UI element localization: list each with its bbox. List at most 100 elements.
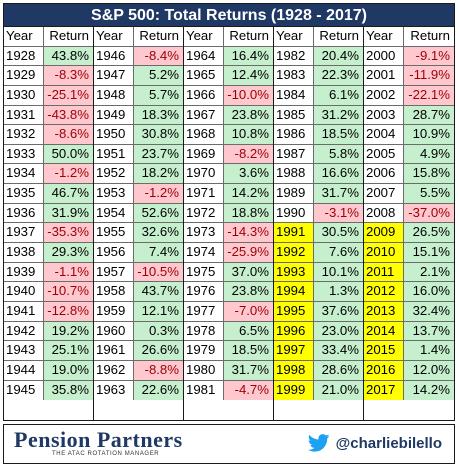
year-cell: 1989 xyxy=(274,184,314,203)
return-cell: 16.4% xyxy=(224,46,273,66)
table-row: 2010 15.1% xyxy=(364,243,454,263)
year-cell: 2017 xyxy=(364,380,404,401)
year-cell: 1952 xyxy=(94,164,134,184)
year-cell: 2008 xyxy=(364,203,404,223)
return-cell: -35.3% xyxy=(44,223,93,243)
year-cell: 1936 xyxy=(4,203,44,223)
return-cell: -9.1% xyxy=(404,46,454,66)
return-cell: 19.0% xyxy=(44,360,93,380)
table-row: 1986 18.5% xyxy=(274,125,363,145)
table-row: 1930 -25.1% xyxy=(4,85,93,106)
table-row: 2003 28.7% xyxy=(364,105,454,126)
table-row: 1957 -10.5% xyxy=(94,262,183,283)
year-cell: 2014 xyxy=(364,321,404,341)
return-cell: 37.6% xyxy=(314,301,363,321)
table-title: S&P 500: Total Returns (1928 - 2017) xyxy=(4,4,454,27)
return-cell: 7.6% xyxy=(314,243,363,262)
return-cell: 23.0% xyxy=(314,321,363,341)
table-row: 1995 37.6% xyxy=(274,301,363,322)
year-cell: 1981 xyxy=(184,380,224,401)
table-row: 1941 -12.8% xyxy=(4,301,93,322)
year-cell: 1978 xyxy=(184,321,224,341)
twitter-handle-group[interactable]: @charliebilello xyxy=(307,434,442,452)
column-header-row: Year Return xyxy=(4,27,93,47)
return-cell: 6.1% xyxy=(314,85,363,105)
year-cell: 2002 xyxy=(364,85,404,105)
table-row: 1939 -1.1% xyxy=(4,262,93,283)
year-cell: 1930 xyxy=(4,85,44,105)
table-row: 1951 23.7% xyxy=(94,144,183,165)
table-row: 1956 7.4% xyxy=(94,243,183,263)
table-row: 2017 14.2% xyxy=(364,380,454,401)
return-cell: 19.2% xyxy=(44,321,93,341)
header-return: Return xyxy=(410,28,450,43)
table-row: 1966 -10.0% xyxy=(184,85,273,106)
year-cell: 1993 xyxy=(274,262,314,282)
table-row: 1937 -35.3% xyxy=(4,223,93,244)
return-cell: 28.6% xyxy=(314,360,363,380)
year-cell: 1979 xyxy=(184,341,224,360)
return-cell: 18.5% xyxy=(314,125,363,144)
return-cell: 32.6% xyxy=(134,223,183,243)
table-row: 2000 -9.1% xyxy=(364,46,454,67)
table-row: 1933 50.0% xyxy=(4,144,93,165)
table-row: 1932 -8.6% xyxy=(4,125,93,145)
return-cell: 4.9% xyxy=(404,144,454,164)
table-row: 1958 43.7% xyxy=(94,282,183,302)
header-return: Return xyxy=(229,28,269,43)
year-cell: 1997 xyxy=(274,341,314,360)
twitter-handle[interactable]: @charliebilello xyxy=(335,434,442,452)
table-row: 2016 12.0% xyxy=(364,360,454,381)
return-cell: 31.7% xyxy=(314,184,363,203)
year-cell: 1957 xyxy=(94,262,134,282)
table-row: 1998 28.6% xyxy=(274,360,363,381)
return-cell: 22.3% xyxy=(314,66,363,85)
table-row: 1953 -1.2% xyxy=(94,184,183,204)
table-row: 1969 -8.2% xyxy=(184,144,273,165)
year-cell: 1976 xyxy=(184,282,224,301)
year-cell: 1934 xyxy=(4,164,44,184)
column-header-row: Year Return xyxy=(274,27,363,47)
return-cell: -8.2% xyxy=(224,144,273,164)
table-row: 1990 -3.1% xyxy=(274,203,363,224)
return-cell: 12.4% xyxy=(224,66,273,85)
return-cell: 33.4% xyxy=(314,341,363,360)
table-row: 1987 5.8% xyxy=(274,144,363,165)
table-row: 2013 32.4% xyxy=(364,301,454,322)
year-cell: 1968 xyxy=(184,125,224,144)
table-row: 1997 33.4% xyxy=(274,341,363,361)
year-cell: 1971 xyxy=(184,184,224,203)
year-cell: 1974 xyxy=(184,243,224,262)
header-year: Year xyxy=(4,27,44,46)
year-cell: 2005 xyxy=(364,144,404,164)
year-cell: 1982 xyxy=(274,46,314,66)
year-column-group: Year Return 2000 -9.1% 2001 -11.9% 2002 -22.1% 2… xyxy=(364,27,454,420)
return-cell: 20.4% xyxy=(314,46,363,66)
return-cell: -12.8% xyxy=(44,301,93,321)
table-row: 1970 3.6% xyxy=(184,164,273,185)
table-row: 1974 -25.9% xyxy=(184,243,273,263)
table-row: 2001 -11.9% xyxy=(364,66,454,86)
table-row: 1979 18.5% xyxy=(184,341,273,361)
return-cell: 25.1% xyxy=(44,341,93,360)
return-cell: -4.7% xyxy=(224,380,273,401)
header-year: Year xyxy=(364,27,404,46)
table-row: 1931 -43.8% xyxy=(4,105,93,126)
return-cell: 23.7% xyxy=(134,144,183,164)
year-cell: 1953 xyxy=(94,184,134,203)
return-cell: -8.8% xyxy=(134,360,183,380)
year-cell: 2003 xyxy=(364,105,404,125)
table-row: 1964 16.4% xyxy=(184,46,273,67)
return-cell: 18.5% xyxy=(224,341,273,360)
return-cell: -8.6% xyxy=(44,125,93,144)
year-cell: 1958 xyxy=(94,282,134,301)
year-cell: 1949 xyxy=(94,105,134,125)
table-row: 1949 18.3% xyxy=(94,105,183,126)
table-row: 1984 6.1% xyxy=(274,85,363,106)
year-cell: 1954 xyxy=(94,203,134,223)
twitter-bird-icon xyxy=(307,434,330,452)
year-cell: 1932 xyxy=(4,125,44,144)
year-cell: 1938 xyxy=(4,243,44,262)
year-cell: 1991 xyxy=(274,223,314,243)
table-row: 1942 19.2% xyxy=(4,321,93,342)
